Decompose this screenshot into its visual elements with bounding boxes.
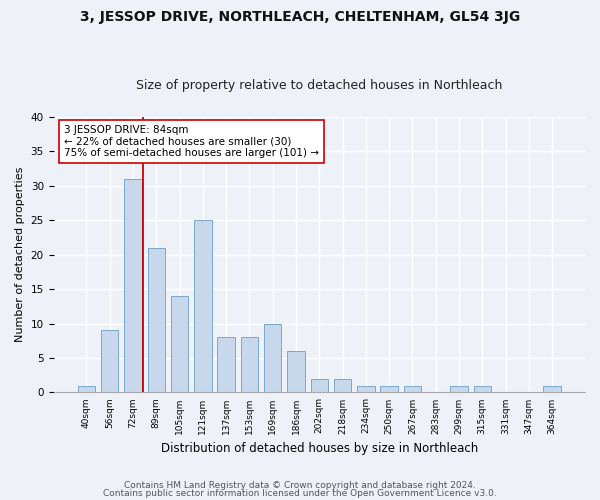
Text: 3 JESSOP DRIVE: 84sqm
← 22% of detached houses are smaller (30)
75% of semi-deta: 3 JESSOP DRIVE: 84sqm ← 22% of detached … [64,125,319,158]
Bar [77,386,95,392]
Bar [264,324,281,392]
Bar [148,248,165,392]
Text: Contains HM Land Registry data © Crown copyright and database right 2024.: Contains HM Land Registry data © Crown c… [124,481,476,490]
X-axis label: Distribution of detached houses by size in Northleach: Distribution of detached houses by size … [161,442,478,455]
Title: Size of property relative to detached houses in Northleach: Size of property relative to detached ho… [136,79,502,92]
Bar [450,386,468,392]
Bar [473,386,491,392]
Bar [287,351,305,393]
Text: 3, JESSOP DRIVE, NORTHLEACH, CHELTENHAM, GL54 3JG: 3, JESSOP DRIVE, NORTHLEACH, CHELTENHAM,… [80,10,520,24]
Bar [357,386,374,392]
Bar [194,220,212,392]
Bar [544,386,561,392]
Bar [171,296,188,392]
Bar [101,330,118,392]
Text: Contains public sector information licensed under the Open Government Licence v3: Contains public sector information licen… [103,488,497,498]
Bar [334,378,351,392]
Bar [404,386,421,392]
Bar [217,338,235,392]
Bar [380,386,398,392]
Bar [124,179,142,392]
Y-axis label: Number of detached properties: Number of detached properties [15,167,25,342]
Bar [241,338,258,392]
Bar [311,378,328,392]
